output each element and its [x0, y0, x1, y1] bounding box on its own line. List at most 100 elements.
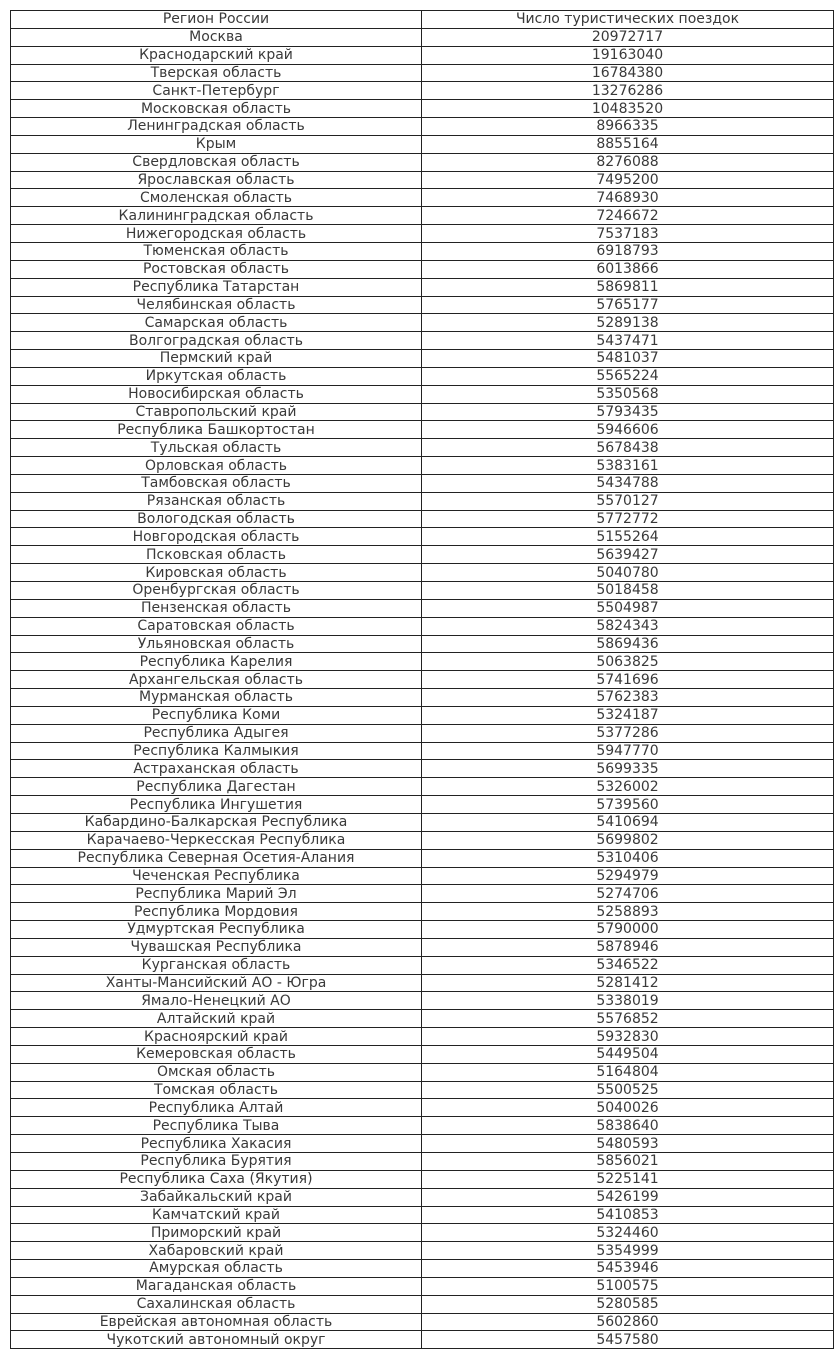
trips-cell: 16784380: [591, 64, 664, 81]
table-row: Республика Хакасия 5480593: [11, 1134, 833, 1152]
region-cell: Новосибирская область: [11, 385, 422, 403]
trips-cell: 5762383: [596, 689, 659, 706]
table-row: Чукотский автономный округ 5457580: [11, 1330, 833, 1349]
region-cell: Сахалинская область: [11, 1295, 422, 1313]
trips-cell: 5346522: [596, 957, 659, 974]
region-cell: Тульская область: [11, 439, 422, 457]
region-cell: Республика Марий Эл: [11, 885, 422, 903]
region-cell: Магаданская область: [11, 1277, 422, 1295]
region-cell: Кемеровская область: [11, 1045, 422, 1063]
table-row: Забайкальский край 5426199: [11, 1187, 833, 1206]
table-row: Республика Дагестан 5326002: [11, 777, 833, 796]
trips-cell: 5838640: [596, 1117, 659, 1134]
trips-cell: 8276088: [596, 154, 659, 171]
trips-cell: 5434788: [596, 475, 659, 492]
trips-cell: 5274706: [596, 885, 659, 902]
region-cell: Республика Калмыкия: [11, 742, 422, 760]
trips-cell: 5338019: [596, 992, 659, 1009]
region-cell: Республика Карелия: [11, 653, 422, 671]
region-cell: Псковская область: [11, 546, 422, 564]
trips-cell: 5500525: [596, 1082, 659, 1099]
region-cell: Республика Саха (Якутия): [11, 1170, 422, 1188]
trips-cell: 5741696: [596, 671, 659, 688]
region-cell: Нижегородская область: [11, 225, 422, 242]
table-row: Республика Адыгея 5377286: [11, 723, 833, 742]
table-row: Крым 8855164: [11, 134, 833, 153]
trips-cell: 6918793: [596, 243, 659, 260]
table-row: Нижегородская область 7537183: [11, 224, 833, 242]
region-cell: Республика Тыва: [11, 1117, 422, 1135]
table-row: Москва 20972717: [11, 27, 833, 46]
trips-cell: 5040026: [596, 1099, 659, 1116]
trips-cell: 5772772: [596, 511, 659, 528]
trips-cell: 5164804: [596, 1064, 659, 1081]
region-cell: Алтайский край: [11, 1010, 422, 1028]
region-cell: Забайкальский край: [11, 1188, 422, 1206]
trips-cell: 20972717: [591, 29, 664, 46]
region-cell: Ярославская область: [11, 171, 422, 189]
region-cell: Пензенская область: [11, 599, 422, 617]
trips-cell: 5294979: [596, 867, 659, 884]
table-row: Архангельская область 5741696: [11, 670, 833, 689]
region-cell: Республика Мордовия: [11, 903, 422, 921]
region-cell: Ульяновская область: [11, 635, 422, 653]
trips-cell: 5457580: [596, 1331, 659, 1348]
region-cell: Курганская область: [11, 956, 422, 974]
table-row: Еврейская автономная область 5602860: [11, 1312, 833, 1331]
trips-cell: 5310406: [596, 850, 659, 867]
table-row: Новгородская область 5155264: [11, 527, 833, 546]
table-row: Ханты-Мансийский АО - Югра 5281412: [11, 973, 833, 992]
region-cell: Кабардино-Балкарская Республика: [11, 813, 422, 831]
trips-cell: 5678438: [596, 439, 659, 456]
region-cell: Республика Коми: [11, 706, 422, 724]
table-row: Иркутская область 5565224: [11, 366, 833, 385]
table-row: Республика Саха (Якутия) 5225141: [11, 1169, 833, 1188]
region-cell: Удмуртская Республика: [11, 921, 422, 938]
trips-cell: 5040780: [596, 564, 659, 581]
table-row: Астраханская область 5699335: [11, 759, 833, 778]
trips-cell: 5946606: [596, 421, 659, 438]
table-row: Магаданская область 5100575: [11, 1276, 833, 1295]
trips-cell: 19163040: [591, 47, 664, 64]
region-cell: Чукотский автономный округ: [11, 1331, 422, 1349]
table-row: Волгоградская область 5437471: [11, 331, 833, 350]
region-cell: Архангельская область: [11, 671, 422, 689]
trips-cell: 5426199: [596, 1189, 659, 1206]
region-cell: Амурская область: [11, 1260, 422, 1277]
table-row: Калининградская область 7246672: [11, 206, 833, 225]
table-row: Республика Тыва 5838640: [11, 1116, 833, 1135]
trips-cell: 8966335: [596, 118, 659, 135]
trips-cell: 5100575: [596, 1278, 659, 1295]
trips-cell: 5410694: [596, 814, 659, 831]
region-cell: Краснодарский край: [11, 46, 422, 64]
table-row: Оренбургская область 5018458: [11, 581, 833, 599]
region-cell: Оренбургская область: [11, 582, 422, 599]
region-cell: Калининградская область: [11, 207, 422, 225]
column-header-trips: Число туристических поездок: [515, 11, 740, 28]
table-row: Чеченская Республика 5294979: [11, 866, 833, 885]
region-cell: Камчатский край: [11, 1206, 422, 1224]
region-cell: Приморский край: [11, 1224, 422, 1242]
region-cell: Ставропольский край: [11, 403, 422, 421]
trips-cell: 5018458: [596, 582, 659, 599]
trips-cell: 5932830: [596, 1028, 659, 1045]
region-cell: Астраханская область: [11, 760, 422, 778]
trips-cell: 5602860: [596, 1314, 659, 1331]
table-row: Смоленская область 7468930: [11, 188, 833, 207]
trips-cell: 5790000: [596, 921, 659, 938]
trips-cell: 5869436: [596, 635, 659, 652]
trips-cell: 8855164: [596, 136, 659, 153]
region-cell: Смоленская область: [11, 189, 422, 207]
region-cell: Еврейская автономная область: [11, 1313, 422, 1331]
table-row: Красноярский край 5932830: [11, 1027, 833, 1045]
table-row: Томская область 5500525: [11, 1080, 833, 1099]
region-cell: Республика Северная Осетия-Алания: [11, 849, 422, 867]
table-row: Республика Башкортостан 5946606: [11, 420, 833, 439]
region-cell: Республика Ингушетия: [11, 796, 422, 813]
trips-cell: 5225141: [596, 1171, 659, 1188]
trips-cell: 5793435: [596, 403, 659, 420]
region-cell: Ямало-Ненецкий АО: [11, 992, 422, 1010]
trips-cell: 5699335: [596, 760, 659, 777]
trips-cell: 5354999: [596, 1242, 659, 1259]
table-row: Республика Северная Осетия-Алания 5310406: [11, 848, 833, 867]
